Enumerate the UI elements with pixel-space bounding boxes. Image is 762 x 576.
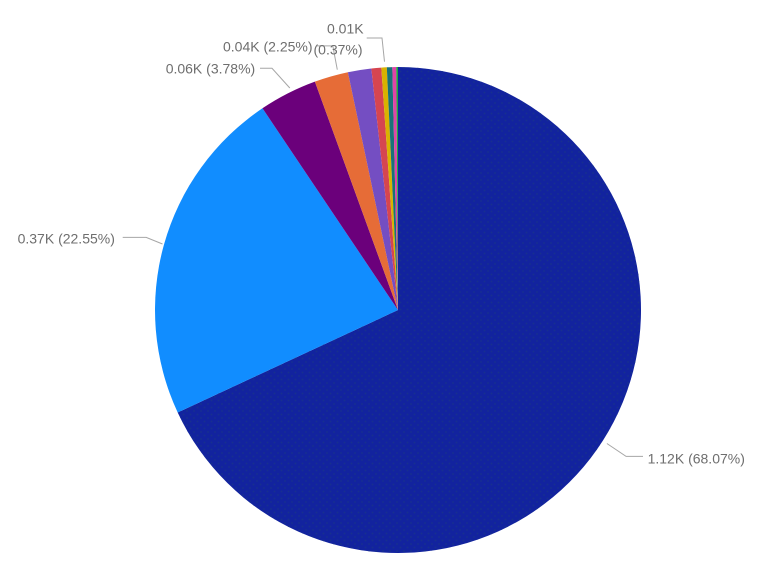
svg-text:0.04K (2.25%): 0.04K (2.25%)	[223, 39, 313, 55]
svg-text:1.12K (68.07%): 1.12K (68.07%)	[648, 450, 745, 466]
svg-text:(0.37%): (0.37%)	[314, 41, 363, 57]
svg-text:0.37K (22.55%): 0.37K (22.55%)	[18, 230, 115, 246]
svg-text:0.06K (3.78%): 0.06K (3.78%)	[166, 61, 256, 77]
svg-text:0.01K: 0.01K	[327, 21, 364, 37]
